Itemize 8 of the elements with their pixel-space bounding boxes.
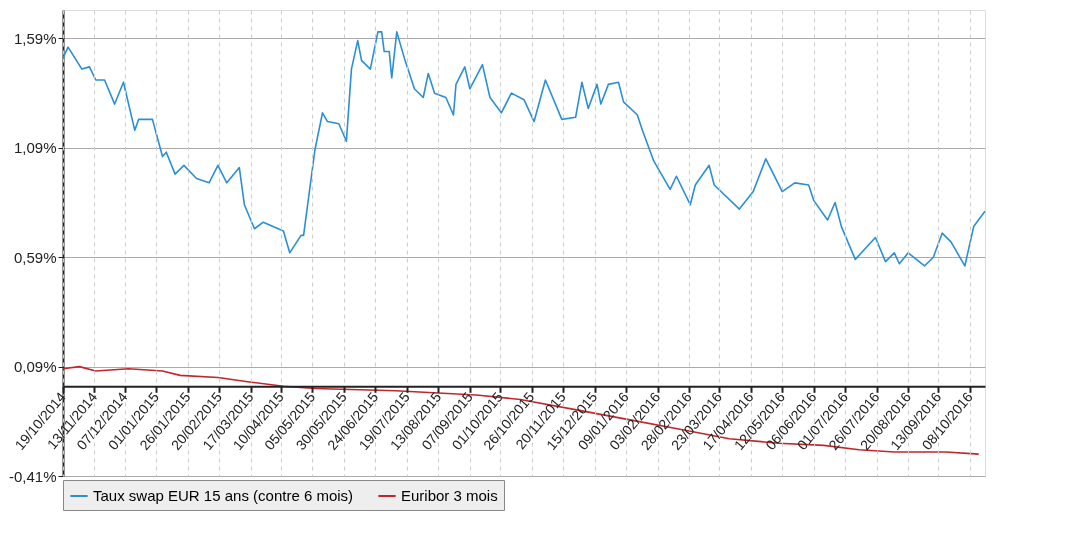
y-tick-label: 0,59%: [13, 248, 57, 266]
line-series: [62, 31, 986, 267]
y-tick-label: -0,41%: [8, 467, 57, 485]
legend-label: Euribor 3 mois: [401, 487, 498, 504]
y-tick-label: 1,59%: [13, 29, 57, 47]
y-tick-label: 1,09%: [13, 139, 57, 157]
legend-label: Taux swap EUR 15 ans (contre 6 mois): [93, 487, 354, 504]
y-tick-label: 0,09%: [13, 358, 57, 376]
